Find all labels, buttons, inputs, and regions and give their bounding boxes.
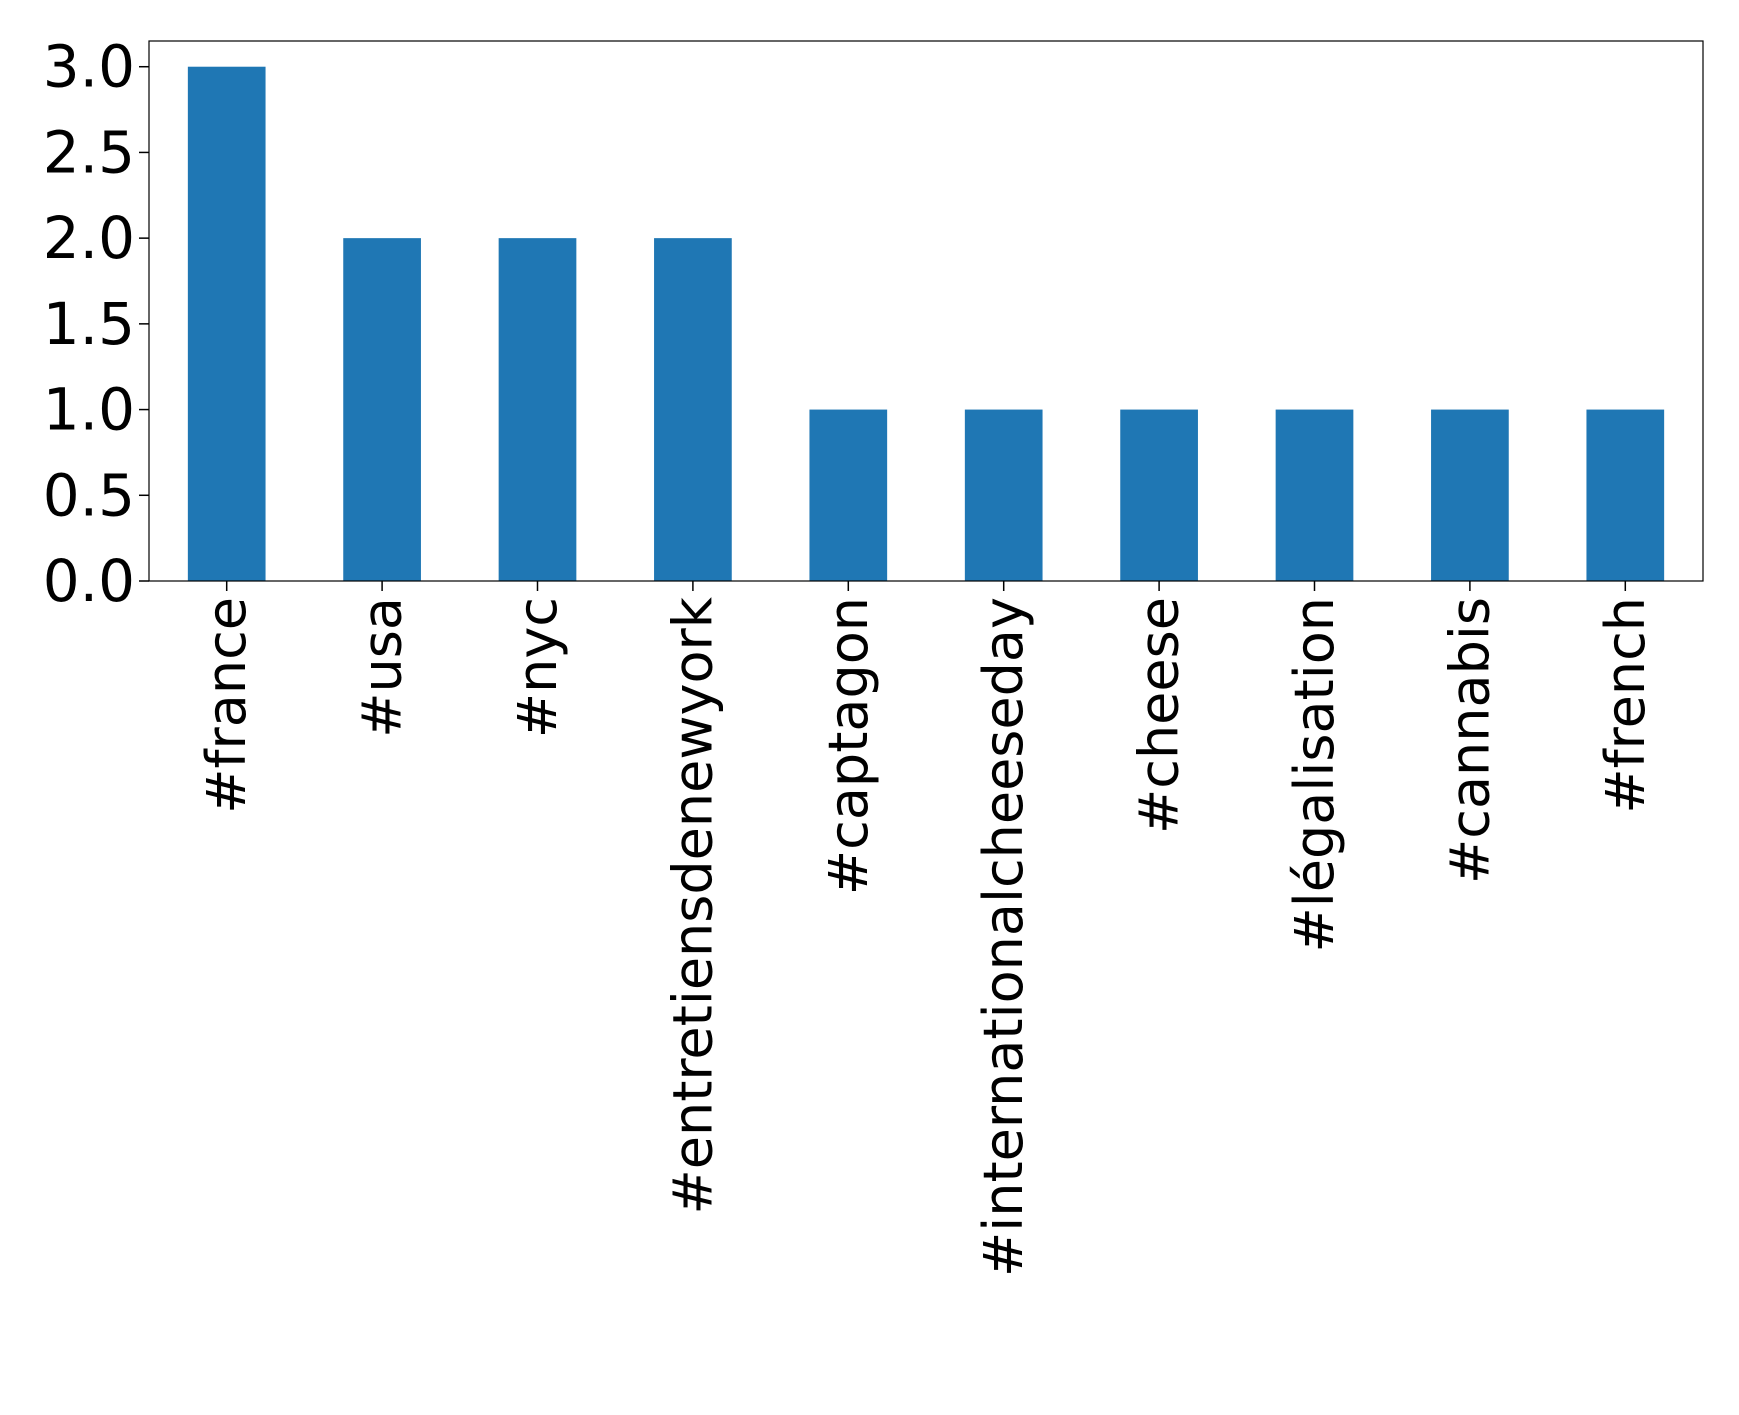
plot-frame	[148, 40, 1704, 582]
y-axis: 0.0 0.5 1.0 1.5 2.0 2.5 3.0	[43, 33, 149, 615]
x-tick-label-entretiensdenewyork: #entretiensdenewyork	[661, 596, 724, 1214]
bar-légalisation	[1275, 409, 1354, 581]
y-tick-label: 1.5	[43, 290, 135, 358]
bar-france	[187, 66, 266, 581]
y-tick-label: 1.0	[43, 376, 135, 444]
x-tick-label-cheese: #cheese	[1128, 597, 1191, 834]
bar-usa	[343, 238, 421, 581]
x-tick-label-nyc: #nyc	[506, 597, 569, 738]
y-tick-label: 2.5	[43, 118, 135, 186]
y-tick-label: 0.0	[43, 547, 135, 615]
y-tick-label: 2.0	[43, 204, 135, 272]
bar-nyc	[498, 238, 577, 581]
x-tick-label-internationalcheeseday: #internationalcheeseday	[972, 597, 1035, 1277]
bar-french	[1586, 409, 1665, 581]
x-tick-label-french: #french	[1594, 597, 1657, 814]
bar-entretiensdenewyork	[654, 238, 732, 581]
x-tick-label-usa: #usa	[351, 597, 414, 738]
bars-group	[187, 66, 1665, 581]
bar-cannabis	[1431, 409, 1509, 581]
bar-captagon	[809, 409, 888, 581]
x-tick-label-cannabis: #cannabis	[1438, 597, 1501, 884]
y-tick-label: 3.0	[43, 33, 135, 101]
bar-cheese	[1120, 409, 1198, 581]
x-tick-label-france: #france	[195, 597, 258, 814]
bar-internationalcheeseday	[964, 409, 1043, 581]
x-tick-label-captagon: #captagon	[817, 597, 880, 895]
x-axis: #france #usa #nyc #entretiensdenewyork #capt…	[195, 581, 1657, 1277]
x-tick-label-légalisation: #légalisation	[1283, 597, 1346, 953]
y-tick-label: 0.5	[43, 461, 135, 529]
